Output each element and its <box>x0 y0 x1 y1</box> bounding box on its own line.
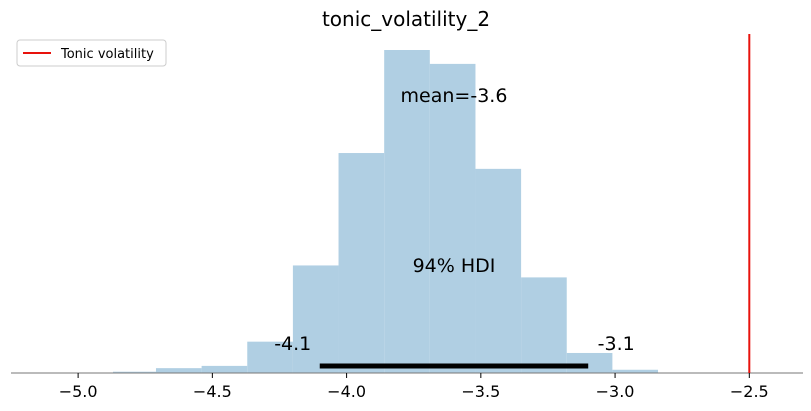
x-tick-label: −2.5 <box>730 382 769 401</box>
mean-label: mean=-3.6 <box>401 85 508 107</box>
histogram-bar <box>201 365 248 373</box>
hdi-high-label: -3.1 <box>598 333 635 355</box>
x-tick-label: −3.5 <box>461 382 500 401</box>
x-tick-label: −4.0 <box>327 382 366 401</box>
x-tick-label: −5.0 <box>59 382 98 401</box>
histogram-bar <box>113 371 156 373</box>
x-tick-label: −4.5 <box>193 382 232 401</box>
histogram-bar <box>475 168 522 373</box>
histogram-bar <box>338 153 385 373</box>
histogram-bars <box>113 50 659 373</box>
legend: Tonic volatility <box>16 39 167 67</box>
histogram-bar <box>292 265 339 373</box>
chart-title: tonic_volatility_2 <box>322 7 490 31</box>
histogram-bar <box>521 277 567 373</box>
histogram-bar <box>612 369 659 373</box>
histogram-bar <box>247 341 293 373</box>
hdi-low-label: -4.1 <box>274 333 311 355</box>
hdi-label: 94% HDI <box>413 255 496 277</box>
histogram-bar <box>155 368 202 373</box>
histogram-bar <box>566 352 613 373</box>
x-ticks: −5.0 −4.5 −4.0 −3.5 −3.0 −2.5 <box>59 373 769 401</box>
legend-box <box>16 39 167 67</box>
legend-entry-label: Tonic volatility <box>60 47 154 62</box>
x-tick-label: −3.0 <box>596 382 635 401</box>
histogram-bar <box>429 63 476 373</box>
histogram-bar <box>384 50 430 373</box>
